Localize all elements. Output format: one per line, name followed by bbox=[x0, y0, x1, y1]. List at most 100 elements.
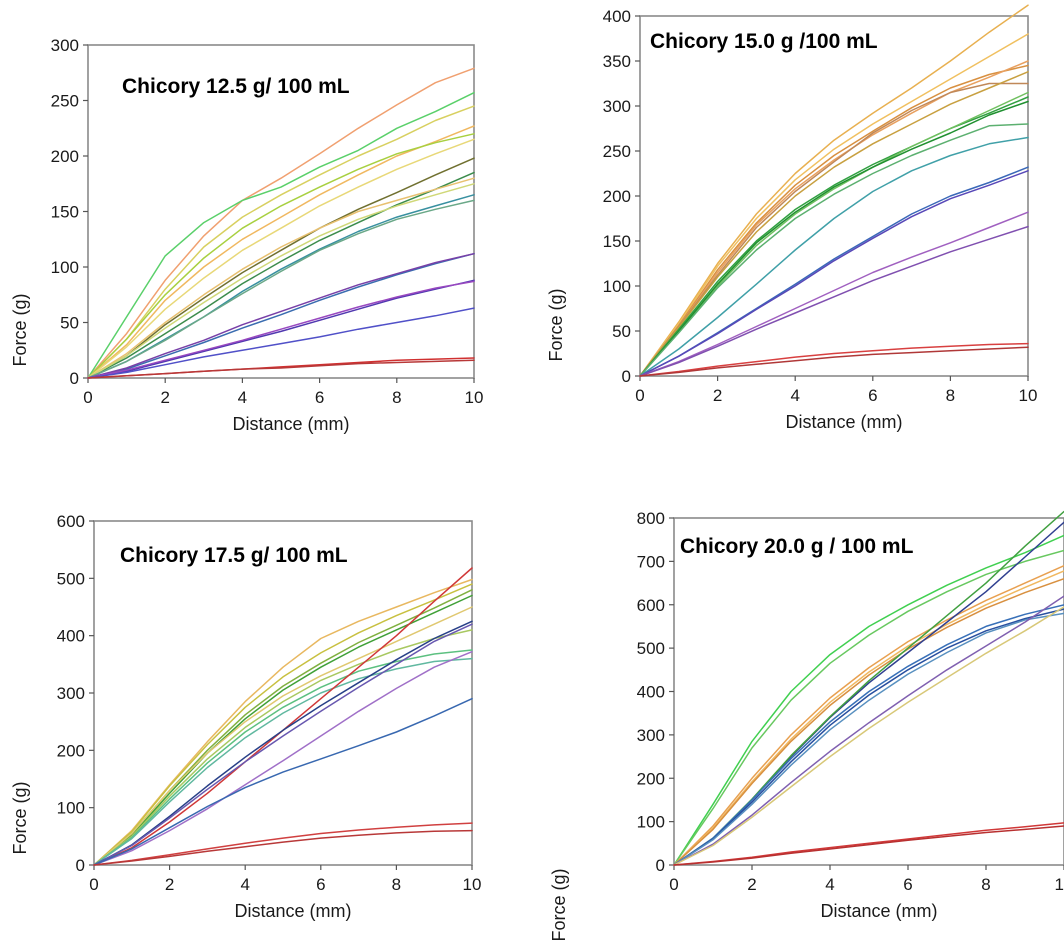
y-tick-label: 100 bbox=[57, 799, 85, 818]
y-axis-label: Force (g) bbox=[10, 293, 30, 366]
x-tick-label: 8 bbox=[981, 875, 990, 894]
series-line bbox=[673, 612, 1064, 866]
series-line bbox=[87, 307, 475, 379]
y-axis-label: Force (g) bbox=[546, 288, 566, 361]
chart-panel: 0 100 200 300 400 500 600 700 800 0 2 4 6 8 10 Chicory … bbox=[549, 509, 1064, 942]
series-line bbox=[639, 64, 1029, 377]
series-line bbox=[673, 510, 1064, 866]
series-line bbox=[87, 359, 475, 379]
series-line bbox=[87, 138, 475, 379]
series-line bbox=[93, 583, 473, 866]
series-line bbox=[93, 589, 473, 866]
series-line bbox=[673, 521, 1064, 866]
y-tick-label: 400 bbox=[57, 627, 85, 646]
series-line bbox=[639, 96, 1029, 377]
series-line bbox=[639, 225, 1029, 377]
y-tick-label: 800 bbox=[637, 509, 665, 528]
x-tick-label: 6 bbox=[315, 388, 324, 407]
y-tick-label: 100 bbox=[637, 813, 665, 832]
y-tick-label: 600 bbox=[637, 596, 665, 615]
series-line bbox=[93, 822, 473, 866]
y-axis-label: Force (g) bbox=[549, 868, 569, 941]
series-line bbox=[673, 604, 1064, 866]
y-tick-label: 0 bbox=[622, 367, 631, 386]
series-line bbox=[639, 71, 1029, 377]
x-tick-label: 4 bbox=[238, 388, 247, 407]
y-tick-label: 400 bbox=[637, 683, 665, 702]
x-axis-label: Distance (mm) bbox=[234, 901, 351, 921]
series-line bbox=[87, 105, 475, 379]
series-line bbox=[93, 620, 473, 866]
y-tick-label: 150 bbox=[51, 203, 79, 222]
x-tick-label: 2 bbox=[165, 875, 174, 894]
x-tick-label: 2 bbox=[160, 388, 169, 407]
x-tick-label: 10 bbox=[465, 388, 484, 407]
x-tick-label: 10 bbox=[1055, 875, 1064, 894]
series-line bbox=[639, 211, 1029, 377]
series-line bbox=[87, 133, 475, 379]
series-line bbox=[87, 280, 475, 379]
series-line bbox=[93, 578, 473, 866]
chart-panel: 0 100 200 300 400 500 600 0 2 4 6 8 10 Chicory 17.5 g… bbox=[10, 512, 481, 921]
y-tick-label: 200 bbox=[57, 741, 85, 760]
y-tick-label: 500 bbox=[57, 569, 85, 588]
series-line bbox=[87, 157, 475, 379]
series-line bbox=[87, 279, 475, 379]
series-line bbox=[639, 100, 1029, 377]
series-line bbox=[673, 577, 1064, 866]
x-tick-label: 6 bbox=[316, 875, 325, 894]
x-tick-label: 0 bbox=[635, 386, 644, 405]
chart-panel: 0 50 100 150 200 250 300 350 400 0 2 4 6 8 10 Chicory 1… bbox=[546, 4, 1038, 432]
x-tick-label: 4 bbox=[825, 875, 834, 894]
y-tick-label: 300 bbox=[603, 97, 631, 116]
series-line bbox=[639, 123, 1029, 377]
x-tick-label: 0 bbox=[89, 875, 98, 894]
x-tick-label: 2 bbox=[747, 875, 756, 894]
series-line bbox=[93, 629, 473, 866]
series-line bbox=[639, 4, 1029, 377]
y-tick-label: 600 bbox=[57, 512, 85, 531]
x-tick-label: 10 bbox=[463, 875, 482, 894]
y-tick-label: 200 bbox=[603, 187, 631, 206]
y-tick-label: 350 bbox=[603, 52, 631, 71]
series-line bbox=[673, 564, 1064, 866]
x-tick-label: 8 bbox=[392, 875, 401, 894]
y-tick-label: 400 bbox=[603, 7, 631, 26]
x-tick-label: 6 bbox=[868, 386, 877, 405]
series-line bbox=[673, 608, 1064, 866]
series-line bbox=[93, 697, 473, 866]
plot-frame bbox=[639, 15, 1029, 377]
series-line bbox=[673, 822, 1064, 866]
x-tick-label: 2 bbox=[713, 386, 722, 405]
y-tick-label: 500 bbox=[637, 639, 665, 658]
series-line bbox=[87, 252, 475, 379]
y-axis-label: Force (g) bbox=[10, 781, 30, 854]
series-line bbox=[673, 606, 1064, 866]
y-tick-label: 300 bbox=[51, 36, 79, 55]
series-line bbox=[673, 595, 1064, 866]
x-tick-label: 10 bbox=[1019, 386, 1038, 405]
series-line bbox=[87, 177, 475, 379]
x-tick-label: 8 bbox=[392, 388, 401, 407]
series-line bbox=[93, 649, 473, 866]
chart-title: Chicory 20.0 g / 100 mL bbox=[680, 535, 914, 558]
series-line bbox=[639, 346, 1029, 377]
y-tick-label: 250 bbox=[51, 92, 79, 111]
chart-panel: 0 50 100 150 200 250 300 0 2 4 6 8 10 Chicory 12.5 g/… bbox=[10, 36, 483, 434]
y-tick-label: 250 bbox=[603, 142, 631, 161]
series-line bbox=[93, 623, 473, 866]
series-line bbox=[87, 91, 475, 379]
series-line bbox=[93, 606, 473, 866]
x-axis-label: Distance (mm) bbox=[232, 414, 349, 434]
series-line bbox=[639, 170, 1029, 377]
series-line bbox=[673, 570, 1064, 866]
y-tick-label: 700 bbox=[637, 552, 665, 571]
y-tick-label: 150 bbox=[603, 232, 631, 251]
series-line bbox=[639, 60, 1029, 377]
series-line bbox=[87, 125, 475, 379]
x-axis-label: Distance (mm) bbox=[785, 412, 902, 432]
y-tick-label: 0 bbox=[70, 369, 79, 388]
series-line bbox=[673, 534, 1064, 866]
x-tick-label: 6 bbox=[903, 875, 912, 894]
